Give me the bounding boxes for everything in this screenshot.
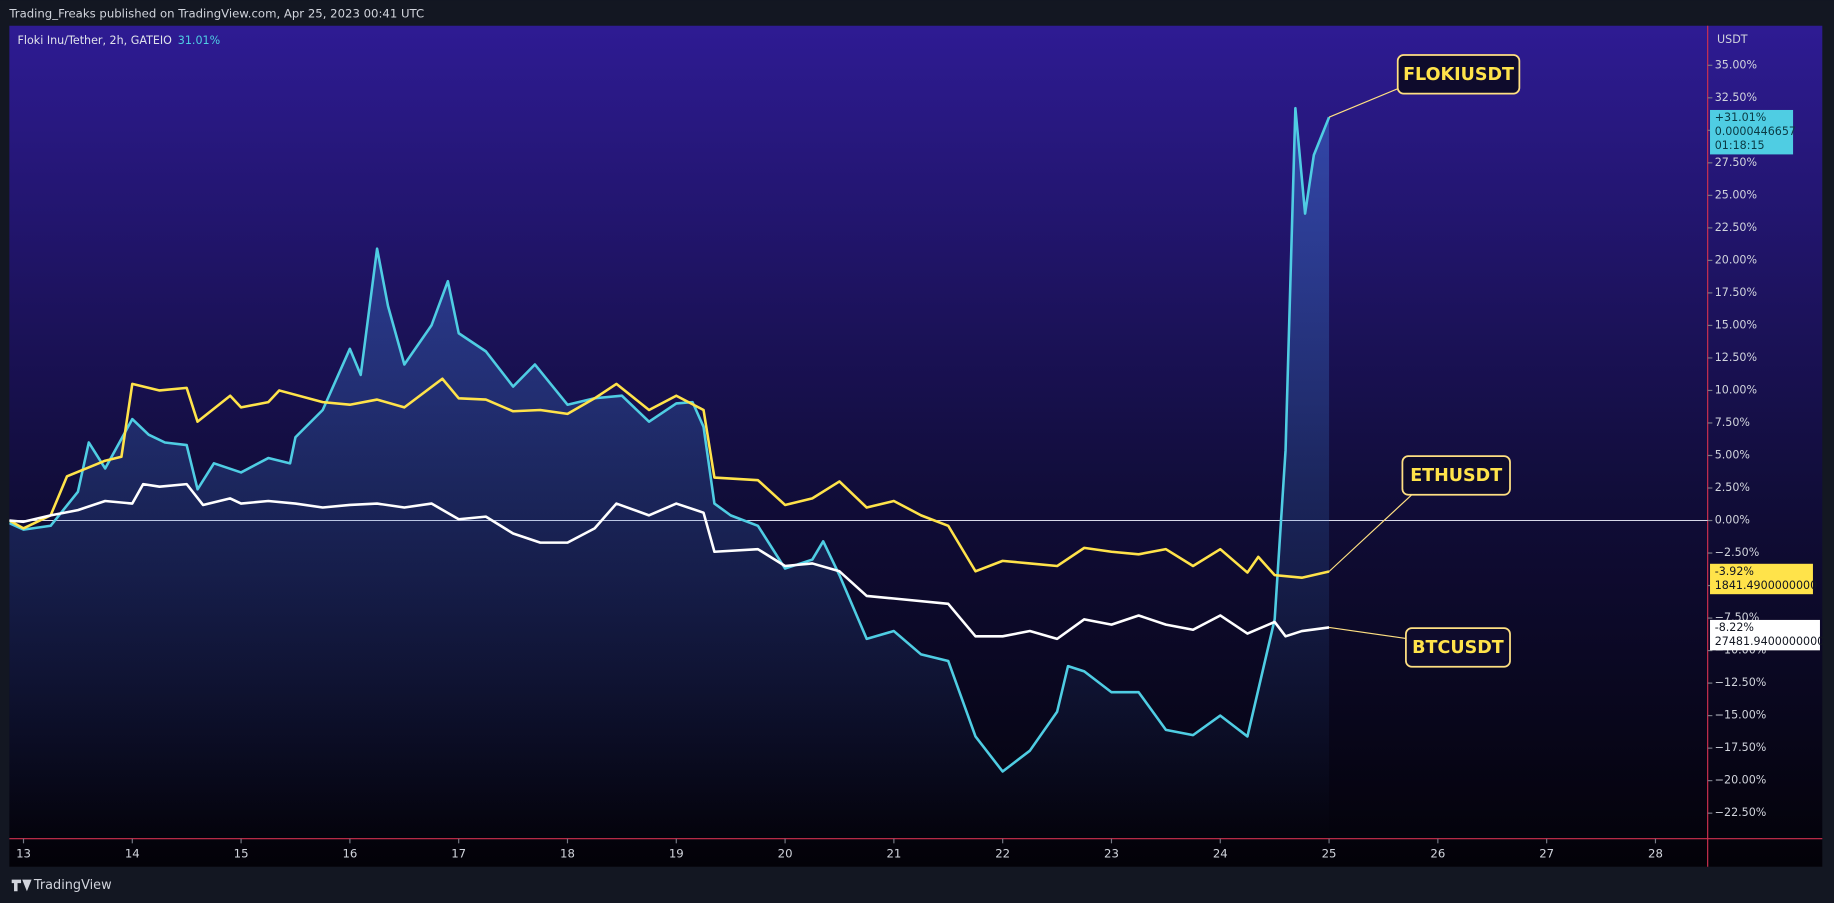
price-tag (1710, 619, 1820, 651)
x-tick-label: 26 (1430, 846, 1445, 860)
x-tick-label: 28 (1648, 846, 1663, 860)
y-tick-label: −15.00% (1715, 709, 1767, 722)
x-tick-label: 27 (1539, 846, 1554, 860)
y-tick-label: 15.00% (1715, 318, 1757, 331)
price-tag-text: 1841.4900000000 (1715, 579, 1818, 592)
callout-box (1401, 455, 1511, 496)
symbol: Floki Inu/Tether, 2h, GATEIO (18, 34, 173, 47)
x-tick-label: 21 (886, 846, 901, 860)
x-tick-label: 22 (995, 846, 1010, 860)
y-tick-label: 25.00% (1715, 188, 1757, 201)
y-tick-label: 17.50% (1715, 286, 1757, 299)
callout-label: ETHUSDT (1410, 466, 1502, 486)
change: 31.01% (178, 34, 220, 47)
callout-line (1328, 626, 1416, 641)
x-tick-label: 13 (16, 846, 31, 860)
plot-area (9, 106, 1331, 839)
x-tick-label: 24 (1213, 846, 1228, 860)
callout-box (1405, 627, 1511, 668)
y-tick-label: 35.00% (1715, 58, 1757, 71)
y-tick-label: −12.50% (1715, 676, 1767, 689)
y-tick-label: 20.00% (1715, 253, 1757, 266)
price-tag-text: 0.0000446657 (1715, 125, 1796, 138)
y-tick-label: 0.00% (1715, 514, 1750, 527)
y-tick-label: −17.50% (1715, 741, 1767, 754)
price-tag-text: +31.01% (1715, 111, 1767, 124)
price-tag-text: 01:18:15 (1715, 139, 1765, 152)
y-tick-label: 10.00% (1715, 383, 1757, 396)
x-tick-label: 20 (778, 846, 793, 860)
y-tick-label: −20.00% (1715, 774, 1767, 787)
x-tick-label: 17 (451, 846, 466, 860)
price-tag-text: -3.92% (1715, 565, 1754, 578)
x-tick-label: 14 (125, 846, 140, 860)
logo (11, 879, 32, 892)
series-line (9, 106, 1331, 773)
axis-unit: USDT (1717, 33, 1748, 46)
callout-line (1328, 494, 1413, 572)
series-line (9, 482, 1330, 641)
brand: TradingView (33, 878, 112, 893)
callout-line (1328, 87, 1401, 118)
price-tag-text: 27481.9400000000 (1715, 635, 1825, 648)
callout-box (1396, 54, 1521, 95)
y-tick-label: 12.50% (1715, 351, 1757, 364)
callout-label: FLOKIUSDT (1403, 65, 1514, 85)
x-tick-label: 19 (669, 846, 684, 860)
y-tick-label: 5.00% (1715, 448, 1750, 461)
price-tag-text: -8.22% (1715, 621, 1754, 634)
x-tick-label: 15 (234, 846, 249, 860)
x-tick-label: 25 (1322, 846, 1337, 860)
price-tag (1710, 563, 1813, 595)
y-tick-label: 27.50% (1715, 156, 1757, 169)
publisher: Trading_Freaks published on TradingView.… (8, 7, 424, 21)
y-tick-label: 2.50% (1715, 481, 1750, 494)
callout-label: BTCUSDT (1412, 638, 1504, 658)
series-line (9, 377, 1330, 579)
x-tick-label: 23 (1104, 846, 1119, 860)
y-tick-label: 32.50% (1715, 91, 1757, 104)
price-tag (1710, 109, 1794, 155)
y-tick-label: −22.50% (1715, 806, 1767, 819)
y-tick-label: 7.50% (1715, 416, 1750, 429)
x-tick-label: 18 (560, 846, 575, 860)
y-tick-label: 22.50% (1715, 221, 1757, 234)
area (9, 108, 1330, 839)
y-tick-label: −2.50% (1715, 546, 1760, 559)
x-tick-label: 16 (342, 846, 357, 860)
